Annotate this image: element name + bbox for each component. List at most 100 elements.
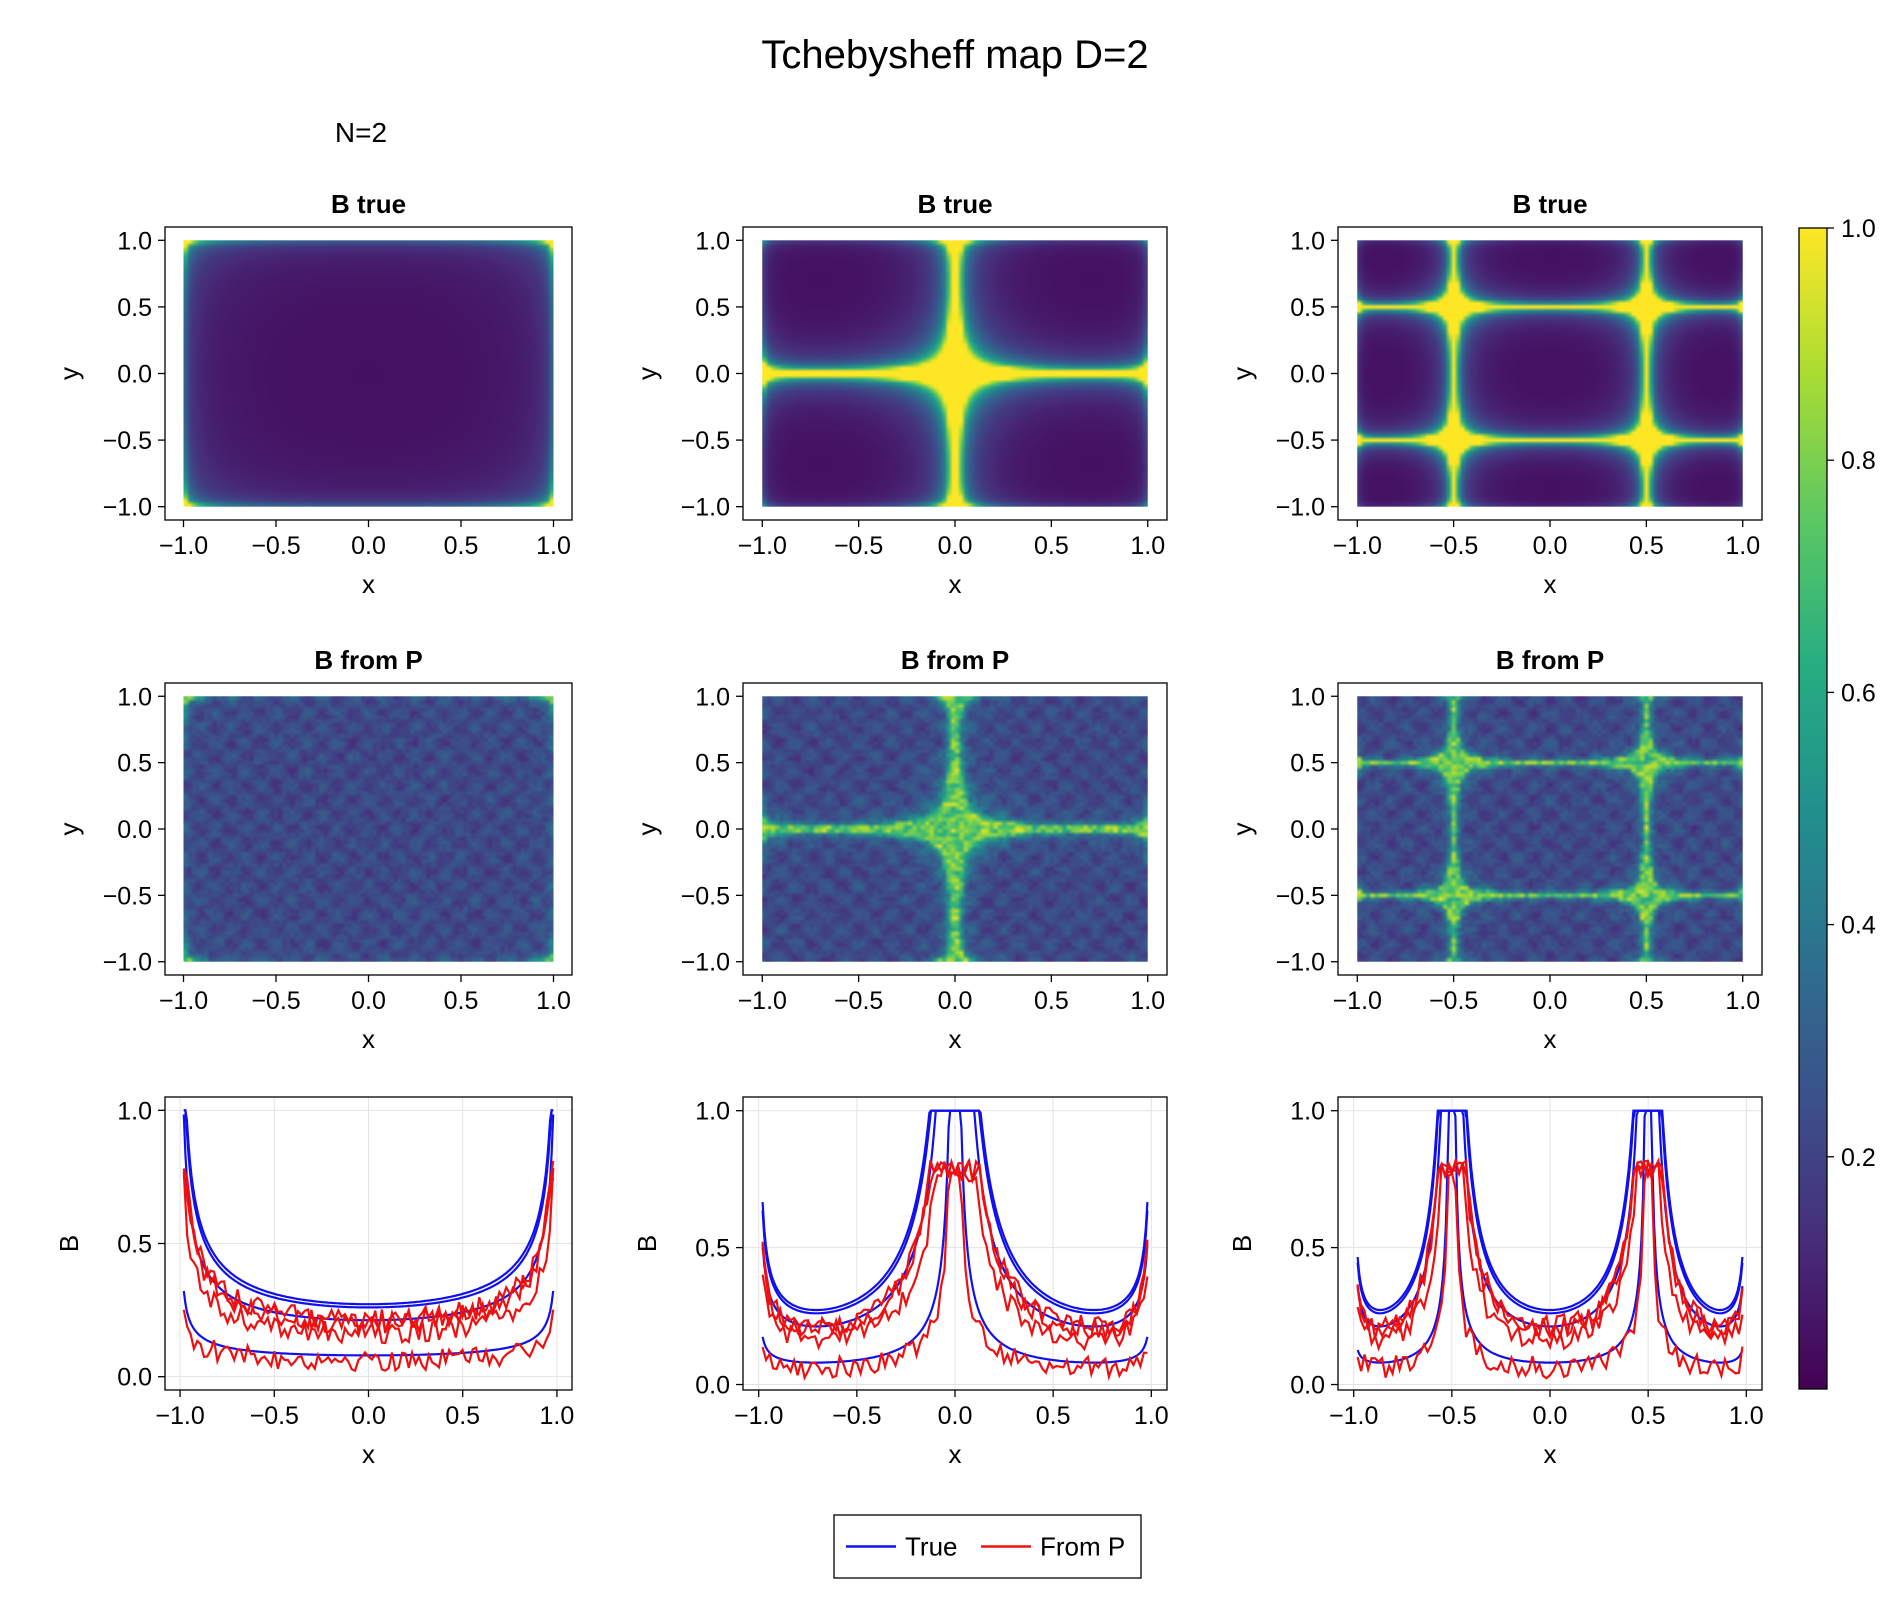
x-tick-label: 1.0	[1725, 987, 1760, 1015]
y-tick-label: −0.5	[1276, 427, 1325, 455]
legend-label: From P	[1040, 1532, 1125, 1562]
x-tick-label: −1.0	[1333, 987, 1382, 1015]
colorbar-tick-label: 1.0	[1841, 215, 1876, 243]
panel-title: B from P	[901, 645, 1009, 675]
x-tick-label: 0.5	[1629, 987, 1664, 1015]
panel-title: B true	[917, 189, 992, 219]
x-axis-label: x	[362, 569, 375, 599]
y-axis-label: y	[54, 823, 84, 836]
y-tick-label: −0.5	[681, 882, 730, 910]
x-tick-label: −1.0	[1333, 532, 1382, 560]
x-tick-label: 0.5	[1034, 532, 1069, 560]
y-tick-label: 1.0	[1290, 1098, 1325, 1126]
x-tick-label: −1.0	[155, 1402, 204, 1430]
x-tick-label: −0.5	[251, 532, 300, 560]
colorbar-tick-label: 0.2	[1841, 1144, 1876, 1172]
x-tick-label: −0.5	[832, 1402, 881, 1430]
from-p-series-line	[1356, 1159, 1744, 1380]
y-tick-label: 0.5	[1290, 1235, 1325, 1263]
figure-subtitle: N=2	[335, 117, 387, 148]
x-tick-label: 1.0	[536, 532, 571, 560]
y-tick-label: 0.5	[117, 294, 152, 322]
y-tick-label: 0.0	[695, 816, 730, 844]
true-series-line	[183, 1109, 554, 1306]
y-axis-label: y	[632, 367, 662, 380]
x-axis-label: x	[1544, 1439, 1557, 1469]
from-p-series-line	[182, 1167, 555, 1345]
x-tick-label: −1.0	[738, 987, 787, 1015]
from-p-series-line	[1356, 1156, 1744, 1352]
x-tick-label: −0.5	[1429, 532, 1478, 560]
heatmap-image	[1357, 240, 1743, 507]
panel-r1c1: −1.0 −0.5 0.0 0.5 1.0 1.0 0.5 0.0 −0.5 −1.0 x y B tr…	[54, 189, 573, 599]
from-p-series-line	[182, 1309, 555, 1373]
x-tick-label: −0.5	[250, 1402, 299, 1430]
x-tick-label: 1.0	[1729, 1402, 1764, 1430]
x-tick-label: −1.0	[738, 532, 787, 560]
y-tick-label: −1.0	[1276, 949, 1325, 977]
from-p-series-line	[761, 1157, 1149, 1342]
x-axis-label: x	[949, 1439, 962, 1469]
panel-r1c2: −1.0 −0.5 0.0 0.5 1.0 1.0 0.5 0.0 −0.5 −1.0 x y B tr…	[632, 189, 1168, 599]
y-tick-label: 0.5	[695, 1235, 730, 1263]
y-tick-label: 0.0	[695, 361, 730, 389]
x-tick-label: 0.5	[1036, 1402, 1071, 1430]
y-tick-label: 0.0	[1290, 816, 1325, 844]
x-tick-label: 0.5	[1034, 987, 1069, 1015]
x-tick-label: 0.0	[1533, 1402, 1568, 1430]
x-axis-label: x	[949, 569, 962, 599]
x-axis-label: x	[949, 1024, 962, 1054]
panel-r2c2: −1.0 −0.5 0.0 0.5 1.0 1.0 0.5 0.0 −0.5 −1.0 x y B fr…	[632, 645, 1168, 1054]
y-axis-label: B	[632, 1235, 662, 1252]
panel-title: B from P	[314, 645, 422, 675]
y-tick-label: 1.0	[1290, 227, 1325, 255]
y-tick-label: −1.0	[1276, 494, 1325, 522]
y-tick-label: −0.5	[1276, 882, 1325, 910]
from-p-series-line	[1356, 1158, 1744, 1341]
from-p-series-line	[182, 1168, 555, 1336]
panels: −1.0 −0.5 0.0 0.5 1.0 1.0 0.5 0.0 −0.5 −1.0 x y B tr…	[54, 189, 1764, 1469]
y-tick-label: −0.5	[681, 427, 730, 455]
y-tick-label: 1.0	[117, 1097, 152, 1125]
x-tick-label: −1.0	[159, 987, 208, 1015]
x-tick-label: 1.0	[1134, 1402, 1169, 1430]
x-tick-label: −0.5	[251, 987, 300, 1015]
x-axis-label: x	[362, 1439, 375, 1469]
colorbar: 1.0 0.8 0.6 0.4 0.2	[1798, 215, 1876, 1390]
panel-r3c1: −1.0 −0.5 0.0 0.5 1.0 1.0 0.5 0.0 x B	[54, 1096, 574, 1469]
y-axis-label: y	[1227, 823, 1257, 836]
legend-label: True	[905, 1532, 958, 1562]
y-tick-label: 1.0	[695, 683, 730, 711]
y-tick-label: 0.5	[117, 1231, 152, 1259]
x-tick-label: −1.0	[159, 532, 208, 560]
legend-entry: True	[846, 1532, 958, 1562]
x-tick-label: 0.0	[351, 1402, 386, 1430]
x-tick-label: 0.5	[444, 987, 479, 1015]
x-axis-label: x	[1544, 1024, 1557, 1054]
x-tick-label: 1.0	[1725, 532, 1760, 560]
y-axis-label: y	[54, 367, 84, 380]
x-tick-label: −0.5	[834, 987, 883, 1015]
heatmap-image	[762, 240, 1148, 507]
y-tick-label: −0.5	[103, 882, 152, 910]
y-tick-label: 0.0	[1290, 361, 1325, 389]
y-tick-label: 0.5	[1290, 294, 1325, 322]
panel-r3c3: −1.0 −0.5 0.0 0.5 1.0 1.0 0.5 0.0 x B	[1227, 1096, 1764, 1469]
y-tick-label: 1.0	[695, 1098, 730, 1126]
y-tick-label: 0.5	[117, 750, 152, 778]
y-tick-label: −0.5	[103, 427, 152, 455]
x-tick-label: 0.0	[1533, 987, 1568, 1015]
legend-entry: From P	[981, 1532, 1125, 1562]
y-tick-label: 0.0	[695, 1372, 730, 1400]
true-series-line	[761, 1109, 1149, 1315]
x-tick-label: 0.0	[938, 1402, 973, 1430]
x-tick-label: −0.5	[1429, 987, 1478, 1015]
x-tick-label: 1.0	[1130, 532, 1165, 560]
x-tick-label: 0.0	[1533, 532, 1568, 560]
colorbar-bar	[1798, 227, 1828, 1390]
y-tick-label: 0.0	[117, 816, 152, 844]
panel-title: B from P	[1496, 645, 1604, 675]
panel-title: B true	[1512, 189, 1587, 219]
y-axis-label: B	[1227, 1235, 1257, 1252]
y-tick-label: −1.0	[681, 494, 730, 522]
